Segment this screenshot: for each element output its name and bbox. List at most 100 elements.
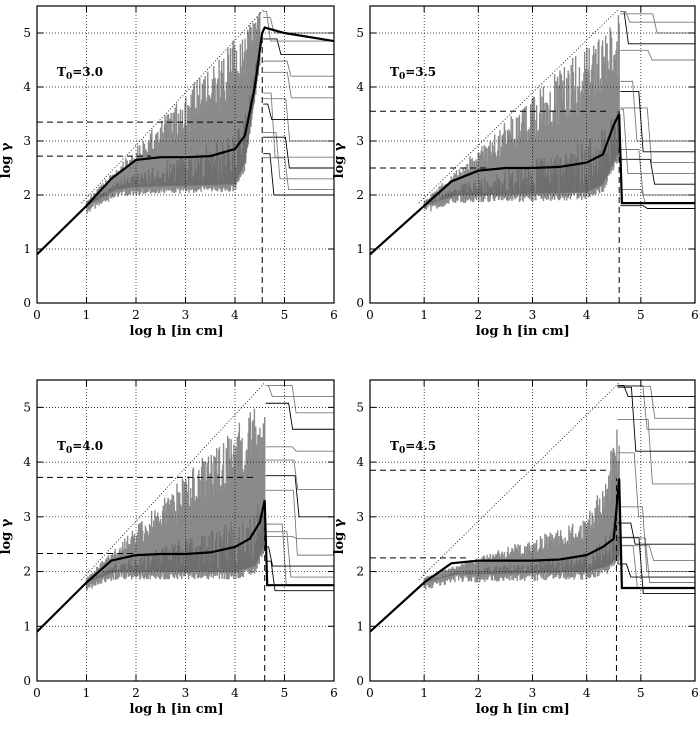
tail-line <box>265 531 334 578</box>
panel-label-value: =4.0 <box>72 439 103 453</box>
median-curve <box>370 478 695 633</box>
x-tick-label: 1 <box>83 308 91 322</box>
x-tick-label: 5 <box>281 308 289 322</box>
tail-line <box>617 536 695 594</box>
y-tick-label: 5 <box>23 400 31 414</box>
y-tick-label: 3 <box>356 510 364 524</box>
x-axis-label: log h [in cm] <box>130 702 224 717</box>
tail-line <box>617 452 695 518</box>
panel-label-symbol: T <box>390 439 399 453</box>
median-curve <box>37 500 334 633</box>
grid <box>370 380 695 681</box>
x-tick-label: 2 <box>475 686 483 700</box>
x-tick-label: 4 <box>231 686 239 700</box>
axis-ticks: 0 1 2 3 4 5 6 0 1 2 3 4 5 <box>356 380 699 700</box>
y-tick-label: 3 <box>23 510 31 524</box>
panel-label-symbol: T <box>57 65 66 79</box>
y-tick-label: 0 <box>23 296 31 310</box>
y-tick-label: 5 <box>356 26 364 40</box>
tail-line <box>263 132 334 180</box>
x-tick-label: 0 <box>33 686 41 700</box>
panel-label-subscript: 0 <box>66 446 72 456</box>
tail-line <box>620 90 695 153</box>
x-tick-label: 3 <box>529 308 537 322</box>
x-tick-label: 2 <box>132 308 140 322</box>
y-tick-label: 5 <box>23 26 31 40</box>
x-tick-label: 3 <box>529 686 537 700</box>
tail-line <box>263 92 334 158</box>
x-tick-label: 6 <box>330 308 338 322</box>
tail-line <box>620 13 695 34</box>
y-tick-label: 1 <box>356 242 364 256</box>
panel-label-value: =4.5 <box>405 439 436 453</box>
tail-line <box>263 103 334 120</box>
tail-line <box>620 49 695 61</box>
tail-line <box>263 157 334 191</box>
x-tick-label: 3 <box>182 686 190 700</box>
reference-line <box>418 382 620 581</box>
y-tick-label: 4 <box>356 80 364 94</box>
trajectory-band <box>423 429 620 590</box>
plot-area <box>370 382 695 681</box>
reference-line <box>81 8 265 204</box>
y-axis-label: log γ <box>332 142 347 178</box>
panel-label-symbol: T <box>57 439 66 453</box>
plot-area <box>370 8 695 303</box>
tail-line <box>263 10 334 42</box>
tail-lines <box>265 385 334 592</box>
tail-line <box>620 10 695 23</box>
x-tick-label: 0 <box>366 686 374 700</box>
tail-line <box>265 385 334 414</box>
tail-line <box>617 385 695 419</box>
y-tick-label: 1 <box>23 619 31 633</box>
y-tick-label: 2 <box>23 565 31 579</box>
x-axis-label: log h [in cm] <box>476 324 570 339</box>
tail-line <box>265 385 334 397</box>
x-tick-label: 5 <box>281 686 289 700</box>
x-tick-label: 4 <box>583 308 591 322</box>
tail-line <box>617 385 695 397</box>
tail-line <box>617 545 695 562</box>
y-tick-label: 3 <box>356 134 364 148</box>
panel-label-symbol: T <box>390 65 399 79</box>
y-tick-label: 1 <box>356 619 364 633</box>
panel-label: T0=3.5 <box>390 65 436 82</box>
x-tick-label: 2 <box>475 308 483 322</box>
axis-ticks: 0 1 2 3 4 5 6 0 1 2 3 4 5 <box>23 6 338 322</box>
tail-line <box>620 205 695 209</box>
tail-line <box>265 459 334 490</box>
tail-line <box>617 537 695 583</box>
panel-label-subscript: 0 <box>399 72 405 82</box>
tail-line <box>265 446 334 452</box>
tail-line <box>620 158 695 185</box>
y-axis-label: log γ <box>0 142 14 178</box>
x-tick-label: 0 <box>366 308 374 322</box>
panel-label-subscript: 0 <box>66 72 72 82</box>
median-curve <box>370 113 695 256</box>
y-axis-label: log γ <box>0 518 14 554</box>
tail-line <box>265 546 334 567</box>
y-tick-label: 2 <box>23 188 31 202</box>
axis-ticks: 0 1 2 3 4 5 6 0 1 2 3 4 5 <box>356 6 699 322</box>
x-tick-label: 4 <box>231 308 239 322</box>
axis-ticks: 0 1 2 3 4 5 6 0 1 2 3 4 5 <box>23 380 338 700</box>
tail-line <box>617 563 695 578</box>
trajectory-band <box>85 408 266 591</box>
y-tick-label: 1 <box>23 242 31 256</box>
plot-area <box>37 382 334 681</box>
y-tick-label: 3 <box>23 134 31 148</box>
tail-line <box>265 560 334 592</box>
x-axis-label: log h [in cm] <box>130 324 224 339</box>
tail-line <box>620 149 695 196</box>
y-tick-label: 5 <box>356 400 364 414</box>
trajectory-band <box>85 11 261 214</box>
tail-line <box>265 402 334 430</box>
tail-line <box>620 80 695 142</box>
tail-line <box>263 136 334 169</box>
x-tick-label: 5 <box>637 686 645 700</box>
x-tick-label: 0 <box>33 308 41 322</box>
y-tick-label: 0 <box>356 674 364 688</box>
